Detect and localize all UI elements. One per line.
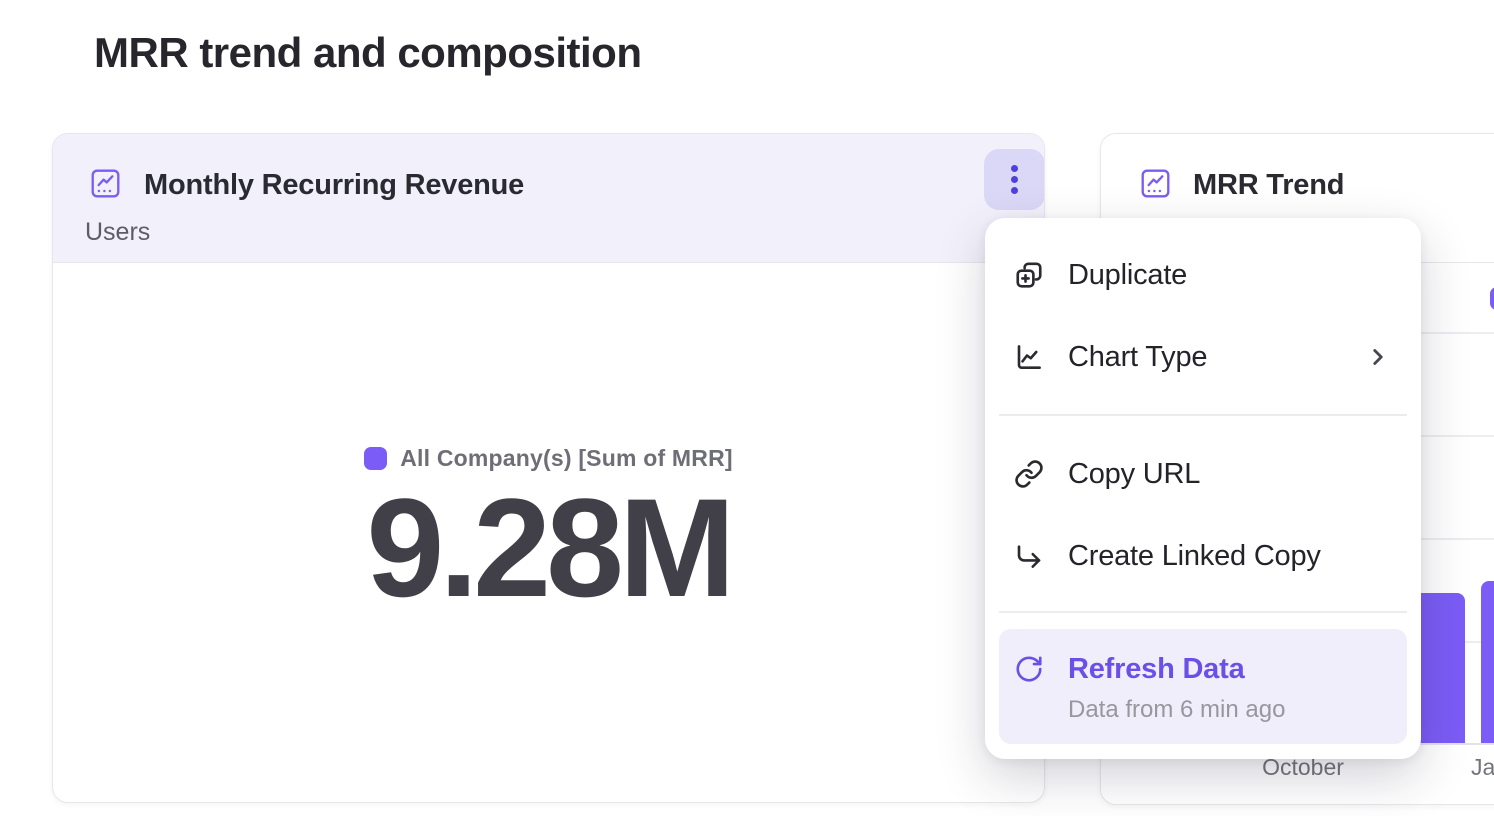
menu-item-create-linked-copy[interactable]: Create Linked Copy	[1014, 533, 1401, 579]
legend-swatch-icon	[364, 447, 388, 470]
chart-widget-icon	[1141, 169, 1170, 198]
refresh-data-sublabel: Data from 6 min ago	[1068, 696, 1286, 723]
kebab-dot-icon	[1011, 187, 1018, 194]
menu-item-refresh-data[interactable]: Refresh Data Data from 6 min ago	[999, 629, 1407, 744]
chart-widget-icon	[91, 169, 120, 198]
x-axis-label-january: Ja	[1471, 754, 1494, 780]
trend-bar-1	[1481, 581, 1494, 743]
kpi-body: All Company(s) [Sum of MRR] 9.28M	[53, 264, 1044, 802]
menu-item-duplicate[interactable]: Duplicate	[1014, 252, 1401, 298]
page-title: MRR trend and composition	[94, 29, 642, 76]
corner-down-right-icon	[1017, 545, 1041, 568]
chevron-right-icon	[1373, 349, 1383, 365]
refresh-data-label: Refresh Data	[1068, 653, 1245, 685]
refresh-icon	[1016, 656, 1042, 682]
kpi-legend-label: All Company(s) [Sum of MRR]	[400, 445, 733, 471]
kebab-dot-icon	[1011, 165, 1018, 172]
menu-item-label: Create Linked Copy	[1068, 539, 1321, 572]
card-context-menu: Duplicate Chart Type Copy URL	[985, 218, 1421, 759]
duplicate-icon	[1016, 262, 1042, 288]
kebab-dot-icon	[1011, 176, 1018, 183]
menu-item-label: Copy URL	[1068, 457, 1201, 490]
mrr-card-subtitle: Users	[85, 218, 151, 246]
menu-item-label: Chart Type	[1068, 340, 1208, 373]
menu-divider	[999, 611, 1407, 613]
mrr-kpi-card: Monthly Recurring Revenue Users All Comp…	[52, 133, 1045, 803]
menu-divider	[999, 414, 1407, 416]
menu-item-label: Duplicate	[1068, 258, 1188, 291]
menu-item-chart-type[interactable]: Chart Type	[1014, 334, 1401, 380]
chart-line-icon	[1017, 345, 1041, 369]
link-icon	[1015, 460, 1043, 488]
mrr-card-title: Monthly Recurring Revenue	[144, 169, 525, 201]
kpi-legend: All Company(s) [Sum of MRR]	[364, 445, 733, 472]
trend-legend-swatch-icon	[1490, 287, 1494, 310]
kebab-menu-button[interactable]	[984, 149, 1044, 210]
menu-item-copy-url[interactable]: Copy URL	[1014, 451, 1401, 497]
kpi-value: 9.28M	[366, 469, 735, 626]
mrr-card-header: Monthly Recurring Revenue Users	[53, 134, 1044, 263]
trend-card-title: MRR Trend	[1193, 169, 1345, 201]
